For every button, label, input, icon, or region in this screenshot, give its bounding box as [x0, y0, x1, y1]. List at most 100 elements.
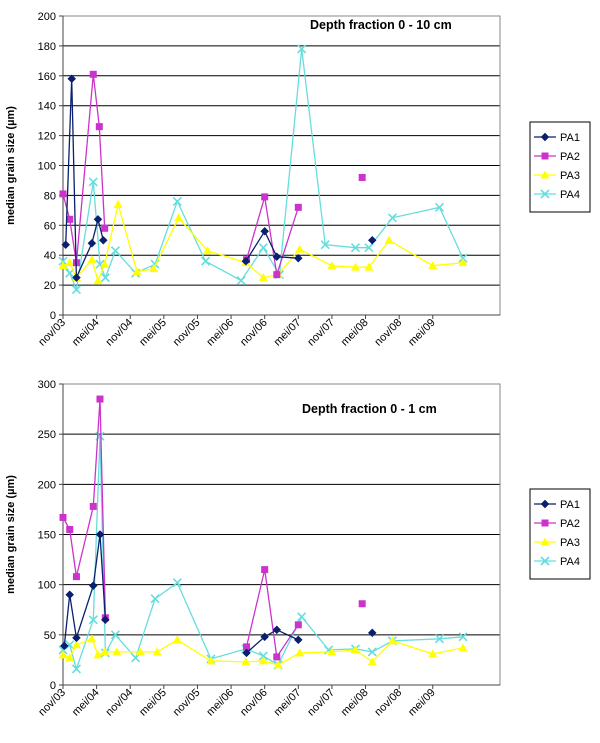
data-point-pa3 — [206, 656, 216, 665]
y-tick-label: 60 — [44, 220, 56, 232]
chart-title: Depth fraction 0 - 10 cm — [310, 18, 452, 32]
data-point-pa1 — [272, 625, 282, 635]
y-tick-label: 160 — [38, 71, 56, 83]
data-point-pa3 — [93, 276, 103, 285]
x-tick-label: mei/04 — [70, 687, 102, 719]
x-tick-label: nov/05 — [171, 687, 203, 719]
data-point-pa1 — [72, 633, 81, 643]
legend-marker-pa3 — [540, 170, 550, 179]
data-point-pa3 — [65, 653, 75, 662]
y-tick-label: 80 — [44, 190, 56, 202]
data-point-pa4 — [236, 276, 246, 286]
x-tick-label: nov/06 — [238, 317, 270, 349]
data-point-pa1 — [59, 641, 69, 651]
data-point-pa3 — [458, 643, 468, 652]
series-pa1 — [367, 628, 377, 638]
legend-label-pa3: PA3 — [560, 537, 580, 549]
data-point-pa3 — [327, 647, 337, 656]
series-line-pa1 — [63, 534, 107, 646]
x-tick-label: nov/06 — [238, 687, 270, 719]
data-point-pa1 — [293, 253, 303, 263]
data-point-pa1 — [98, 235, 108, 245]
x-tick-label: nov/04 — [104, 317, 136, 349]
data-point-pa4 — [387, 213, 397, 223]
data-point-pa4 — [350, 243, 361, 253]
y-tick-label: 50 — [44, 630, 56, 642]
data-point-pa4 — [297, 44, 307, 54]
data-point-pa4 — [88, 615, 98, 625]
data-point-pa3 — [135, 647, 145, 656]
legend-marker-pa1 — [540, 499, 550, 509]
data-point-pa3 — [384, 235, 394, 244]
y-tick-label: 20 — [44, 280, 56, 292]
legend-marker-pa3 — [540, 537, 550, 546]
x-tick-label: nov/05 — [171, 317, 203, 349]
y-tick-label: 150 — [38, 530, 56, 542]
data-point-pa4 — [65, 640, 75, 650]
data-point-pa2 — [273, 653, 281, 661]
data-point-pa1 — [72, 273, 81, 282]
legend-label-pa3: PA3 — [560, 170, 580, 182]
x-tick-label: mei/05 — [137, 687, 169, 719]
data-point-pa4 — [110, 630, 121, 640]
data-point-pa4 — [172, 196, 182, 206]
data-point-pa2 — [66, 525, 74, 533]
x-tick-label: nov/07 — [305, 317, 337, 349]
data-point-pa1 — [87, 238, 97, 248]
series-pa2 — [358, 173, 366, 181]
data-point-pa1 — [367, 628, 377, 638]
data-point-pa2 — [72, 573, 80, 581]
data-point-pa2 — [358, 600, 366, 608]
series-pa1 — [242, 625, 303, 658]
data-point-pa3 — [152, 647, 162, 656]
data-point-pa4 — [110, 246, 121, 256]
data-point-pa1 — [260, 226, 270, 236]
x-tick-label: mei/09 — [406, 317, 438, 349]
data-point-pa3 — [428, 261, 438, 270]
y-tick-label: 0 — [50, 310, 56, 322]
data-point-pa2 — [358, 173, 366, 181]
series-pa1 — [61, 74, 108, 282]
data-point-pa2 — [59, 190, 67, 198]
data-point-pa4 — [297, 612, 307, 622]
data-point-pa3 — [295, 648, 305, 657]
data-point-pa3 — [273, 660, 283, 669]
data-point-pa2 — [89, 70, 97, 78]
data-point-pa3 — [295, 244, 305, 253]
data-point-pa3 — [71, 640, 81, 649]
data-point-pa4 — [71, 285, 82, 295]
data-point-pa1 — [272, 252, 282, 262]
series-pa2 — [243, 566, 302, 661]
data-point-pa3 — [100, 259, 110, 268]
series-pa1 — [59, 530, 110, 651]
legend-label-pa1: PA1 — [560, 132, 580, 144]
series-line-pa2 — [245, 196, 299, 275]
data-point-pa3 — [93, 650, 103, 659]
legend-label-pa1: PA1 — [560, 499, 580, 511]
x-tick-label: nov/07 — [305, 687, 337, 719]
series-pa1 — [367, 235, 377, 245]
x-tick-label: mei/07 — [272, 317, 304, 349]
data-point-pa4 — [71, 664, 82, 674]
data-point-pa3 — [174, 213, 184, 222]
x-tick-label: mei/08 — [339, 317, 371, 349]
data-point-pa2 — [261, 193, 269, 201]
data-point-pa2 — [89, 502, 97, 510]
series-line-pa1 — [246, 629, 299, 654]
series-pa3 — [58, 634, 468, 669]
data-point-pa1 — [88, 581, 98, 591]
x-tick-label: mei/08 — [339, 687, 371, 719]
y-tick-label: 140 — [38, 101, 56, 113]
data-point-pa3 — [327, 261, 337, 270]
series-pa2 — [358, 600, 366, 608]
data-point-pa2 — [243, 643, 251, 651]
series-line-pa1 — [245, 229, 299, 262]
data-point-pa1 — [93, 214, 103, 224]
chart-title: Depth fraction 0 - 1 cm — [302, 402, 437, 416]
data-point-pa4 — [65, 268, 75, 278]
data-point-pa2 — [95, 123, 103, 131]
y-tick-label: 100 — [38, 161, 56, 173]
data-point-pa4 — [320, 240, 330, 250]
